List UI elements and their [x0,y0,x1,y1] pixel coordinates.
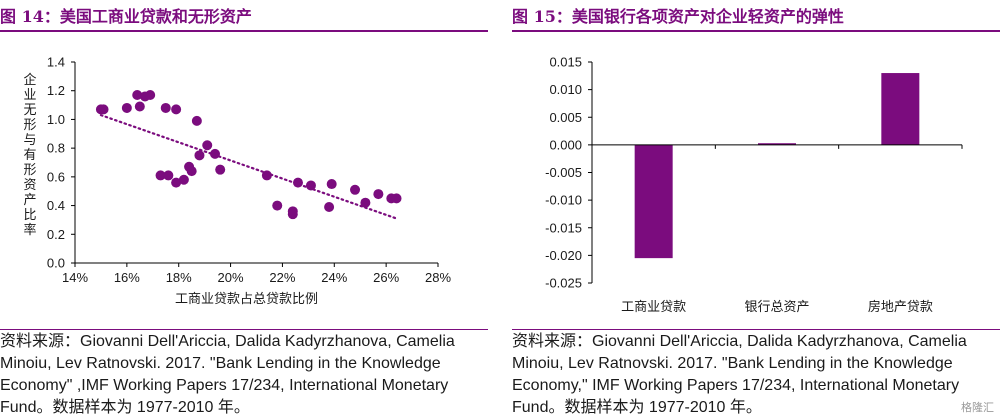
x-axis-label: 工商业贷款占总贷款比例 [175,291,318,306]
x-tick-label: 26% [373,270,399,285]
y-axis-label-char: 产 [23,192,36,207]
x-tick-label: 20% [218,270,244,285]
scatter-point [160,102,171,113]
y-tick-label: -0.010 [545,193,582,208]
scatter-point [98,104,109,115]
scatter-point [215,164,226,175]
y-axis-label-char: 资 [23,177,36,192]
y-tick-label: 1.4 [47,55,65,70]
x-tick-label: 16% [114,270,140,285]
y-tick-label: 1.2 [47,83,65,98]
scatter-point [210,148,221,159]
y-tick-label: -0.005 [545,165,582,180]
category-label: 工商业贷款 [621,299,686,314]
y-axis-label-char: 与 [23,132,36,147]
y-tick-label: 0.4 [47,198,65,213]
y-tick-label: 1.0 [47,112,65,127]
scatter-point [360,197,371,208]
y-axis-label-char: 形 [23,162,36,177]
bar [758,143,796,145]
bar-chart: -0.025 -0.020 -0.015 -0.010 -0.005 0.000 0.005… [545,55,963,314]
y-tick-label: -0.025 [545,276,582,291]
source-divider [0,329,488,330]
y-axis-label-char: 业 [23,87,36,102]
scatter-point [326,179,337,190]
scatter-point [186,166,197,177]
scatter-point [292,177,303,188]
x-tick-label: 18% [166,270,192,285]
y-tick-label: 0.8 [47,141,65,156]
figure-title: 图 14：美国工商业贷款和无形资产 [0,7,252,26]
bar [634,144,673,259]
source-divider [512,329,1000,330]
scatter-point [121,102,132,113]
x-tick-label: 28% [425,270,451,285]
category-label: 银行总资产 [744,299,809,314]
scatter-point [350,184,361,195]
scatter-point [202,140,213,151]
scatter-point [191,115,202,126]
figure-title: 图 15：美国银行各项资产对企业轻资产的弹性 [512,7,844,26]
title-divider [0,30,488,32]
category-label: 房地产贷款 [868,299,933,314]
y-axis-label-char: 形 [23,117,36,132]
scatter-chart: 0.0 0.2 0.4 0.6 0.8 1.0 1.2 1.4 14% 16% 18% 20% 22% 2… [23,55,451,307]
scatter-point [171,104,182,115]
source-note: 资料来源：Giovanni Dell'Ariccia, Dalida Kadyr… [0,333,455,416]
y-axis-label-char: 比 [23,207,36,222]
scatter-point [287,209,298,220]
scatter-point [163,170,174,181]
trend-line [99,114,398,220]
scatter-point [171,177,182,188]
y-tick-label: 0.005 [549,110,582,125]
scatter-point [134,101,145,112]
y-axis-label-char: 有 [23,147,36,162]
scatter-point [373,189,384,200]
y-axis-label: 企业无形与有形资产比率 [23,72,36,237]
y-tick-label: 0.6 [47,169,65,184]
scatter-point [155,170,166,181]
scatter-point [261,170,272,181]
scatter-point [305,180,316,191]
scatter-point [194,150,205,161]
scatter-point [272,200,283,211]
y-tick-label: -0.020 [545,248,582,263]
y-axis-label-char: 率 [23,222,36,237]
scatter-point [178,174,189,185]
title-divider [512,30,1000,32]
bar [881,73,920,145]
y-axis-label-char: 企 [23,72,36,87]
y-tick-label: 0.2 [47,227,65,242]
figure-15-panel: 图 15：美国银行各项资产对企业轻资产的弹性 -0.025 -0.020 -0.01… [512,0,1000,417]
x-tick-label: 14% [62,270,88,285]
y-tick-label: 0.015 [549,55,582,70]
scatter-point [132,90,143,101]
y-axis-label-char: 无 [23,102,36,117]
y-tick-label: 0.0 [47,256,65,271]
scatter-point [391,193,402,204]
y-tick-label: 0.010 [549,82,582,97]
scatter-point [324,202,335,213]
source-note: 资料来源：Giovanni Dell'Ariccia, Dalida Kadyr… [512,333,967,416]
x-tick-label: 24% [321,270,347,285]
watermark-text: 格隆汇 [961,401,994,414]
y-tick-label: 0.000 [549,137,582,152]
figure-14-panel: 图 14：美国工商业贷款和无形资产 0.0 0.2 0.4 0.6 0.8 1.0 1.2 1… [0,0,488,417]
scatter-point [145,90,156,101]
x-tick-label: 22% [269,270,295,285]
y-tick-label: -0.015 [545,220,582,235]
